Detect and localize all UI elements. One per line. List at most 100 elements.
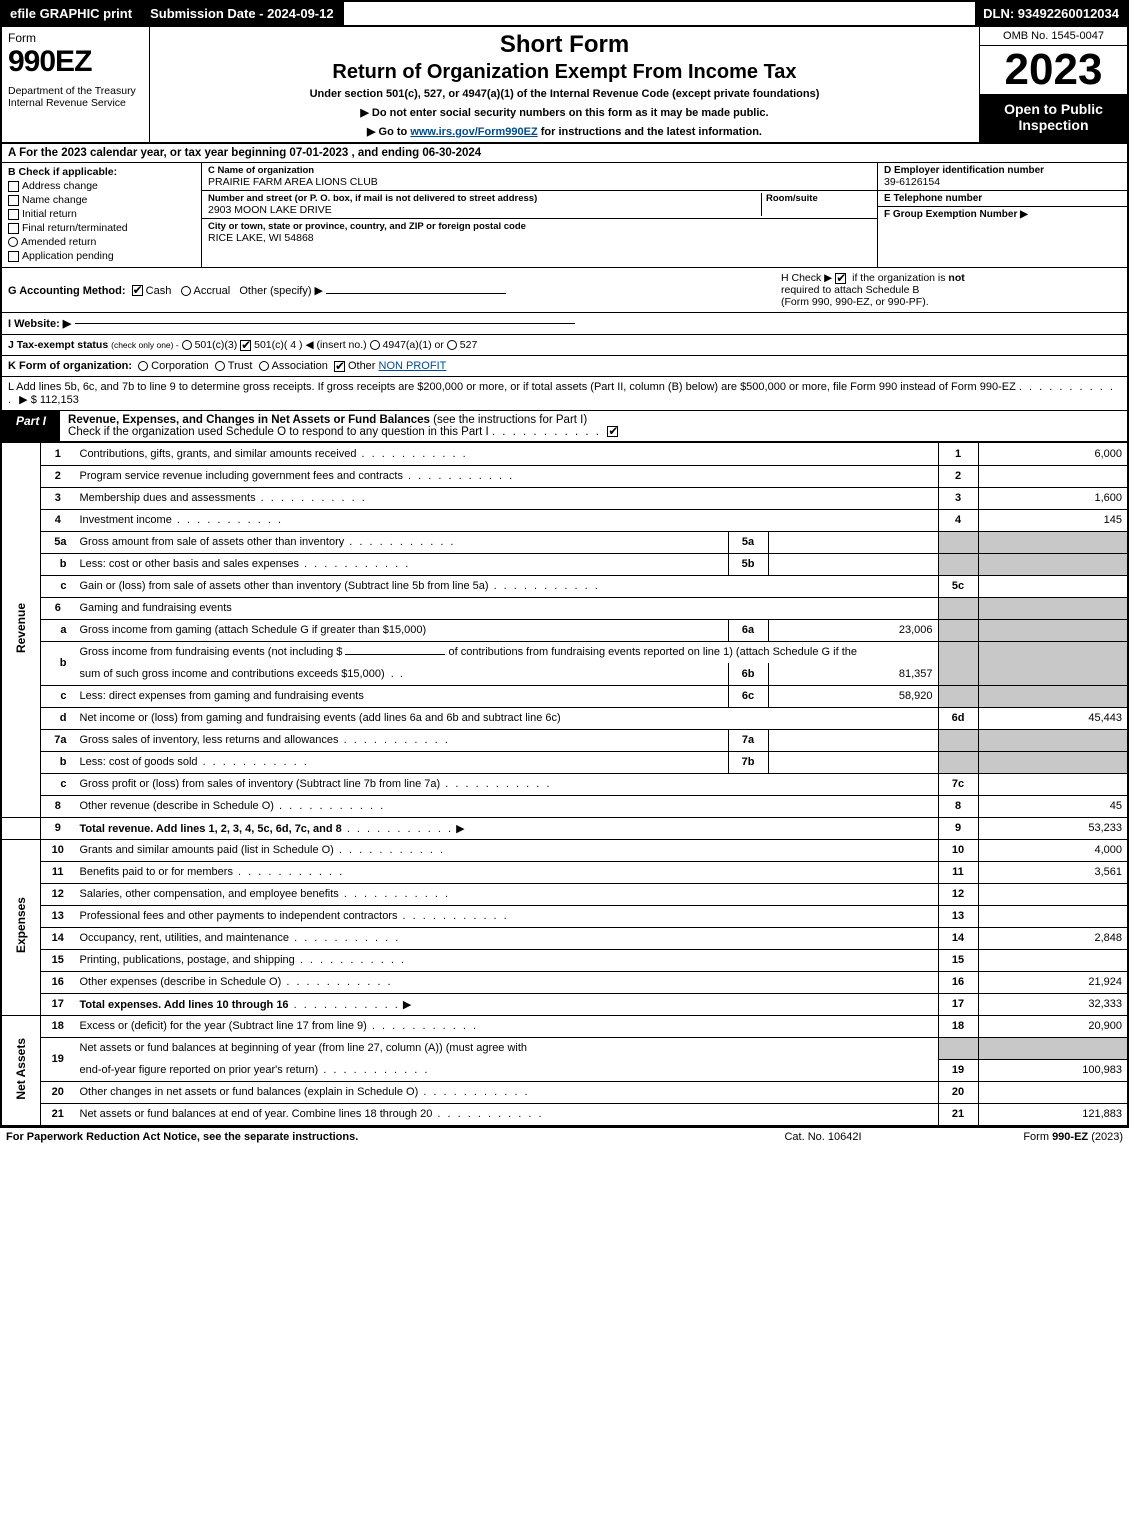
instr-link: ▶ Go to www.irs.gov/Form990EZ for instru…	[160, 125, 969, 138]
other-org-value: NON PROFIT	[379, 360, 447, 372]
row-i-website: I Website: ▶	[0, 312, 1129, 334]
form-word: Form	[8, 31, 143, 45]
line-9: 9 Total revenue. Add lines 1, 2, 3, 4, 5…	[1, 817, 1128, 839]
section-def: D Employer identification number 39-6126…	[877, 163, 1127, 267]
side-revenue: Revenue	[1, 443, 41, 817]
k-label: K Form of organization:	[8, 360, 132, 372]
line-7b: b Less: cost of goods sold 7b	[1, 751, 1128, 773]
g-label: G Accounting Method:	[8, 285, 126, 297]
part1-title: Revenue, Expenses, and Changes in Net As…	[60, 411, 1127, 441]
instr-post: for instructions and the latest informat…	[538, 126, 762, 138]
tax-year: 2023	[980, 46, 1127, 95]
open-inspection: Open to Public Inspection	[980, 95, 1127, 142]
line-19b: end-of-year figure reported on prior yea…	[1, 1059, 1128, 1081]
chk-trust[interactable]	[215, 361, 225, 371]
line-16: 16 Other expenses (describe in Schedule …	[1, 971, 1128, 993]
irs-link[interactable]: www.irs.gov/Form990EZ	[410, 126, 537, 138]
j-label: J Tax-exempt status	[8, 339, 108, 351]
line-2: 2 Program service revenue including gove…	[1, 465, 1128, 487]
accounting-method: G Accounting Method: Cash Accrual Other …	[8, 284, 781, 297]
omb-number: OMB No. 1545-0047	[980, 27, 1127, 46]
chk-cash[interactable]	[132, 285, 143, 296]
section-c: C Name of organization PRAIRIE FARM AREA…	[202, 163, 877, 267]
line-19a: 19 Net assets or fund balances at beginn…	[1, 1037, 1128, 1059]
footer-right: Form 990-EZ (2023)	[923, 1131, 1123, 1143]
other-specify: Other (specify) ▶	[239, 285, 323, 297]
line-5a: 5a Gross amount from sale of assets othe…	[1, 531, 1128, 553]
chk-other-org[interactable]	[334, 361, 345, 372]
street-cell: Number and street (or P. O. box, if mail…	[202, 191, 877, 219]
section-h: H Check ▶ if the organization is not req…	[781, 272, 1121, 308]
tel-label: E Telephone number	[884, 193, 1121, 204]
h-not: not	[948, 272, 964, 284]
chk-amended[interactable]: Amended return	[8, 236, 195, 248]
chk-501c3[interactable]	[182, 340, 192, 350]
footer-left: For Paperwork Reduction Act Notice, see …	[6, 1131, 723, 1143]
part1-note: (see the instructions for Part I)	[433, 414, 587, 426]
chk-501c[interactable]	[240, 340, 251, 351]
chk-schedule-o[interactable]	[607, 426, 618, 437]
irs: Internal Revenue Service	[8, 97, 143, 109]
chk-name-change[interactable]: Name change	[8, 194, 195, 206]
line-20: 20 Other changes in net assets or fund b…	[1, 1081, 1128, 1103]
submission-date: Submission Date - 2024-09-12	[140, 2, 344, 25]
city-label: City or town, state or province, country…	[208, 221, 871, 232]
header-right: OMB No. 1545-0047 2023 Open to Public In…	[979, 27, 1127, 142]
instr-ssn: ▶ Do not enter social security numbers o…	[160, 106, 969, 119]
line-6d: d Net income or (loss) from gaming and f…	[1, 707, 1128, 729]
chk-initial-return[interactable]: Initial return	[8, 208, 195, 220]
part1-tab: Part I	[2, 411, 60, 441]
l-amount: $ 112,153	[31, 394, 79, 406]
part1-check-line: Check if the organization used Schedule …	[68, 426, 489, 438]
other-line	[326, 293, 506, 294]
c-name-label: C Name of organization	[208, 165, 871, 176]
instr-pre: ▶ Go to	[367, 126, 410, 138]
chk-accrual[interactable]	[181, 286, 191, 296]
section-b: B Check if applicable: Address change Na…	[2, 163, 202, 267]
line-11: 11 Benefits paid to or for members 11 3,…	[1, 861, 1128, 883]
row-j-tax-exempt: J Tax-exempt status (check only one) - 5…	[0, 334, 1129, 355]
b-label: B Check if applicable:	[8, 166, 195, 178]
line-6a: a Gross income from gaming (attach Sched…	[1, 619, 1128, 641]
info-grid: B Check if applicable: Address change Na…	[0, 163, 1129, 267]
line-6c: c Less: direct expenses from gaming and …	[1, 685, 1128, 707]
chk-pending[interactable]: Application pending	[8, 250, 195, 262]
line-8: 8 Other revenue (describe in Schedule O)…	[1, 795, 1128, 817]
group-cell: F Group Exemption Number ▶	[878, 207, 1127, 267]
line-12: 12 Salaries, other compensation, and emp…	[1, 883, 1128, 905]
line-6b-1: b Gross income from fundraising events (…	[1, 641, 1128, 663]
city-value: RICE LAKE, WI 54868	[208, 232, 871, 244]
header-center: Short Form Return of Organization Exempt…	[150, 27, 979, 142]
chk-h[interactable]	[835, 273, 846, 284]
h-text2: if the organization is	[852, 272, 945, 284]
chk-527[interactable]	[447, 340, 457, 350]
line-7c: c Gross profit or (loss) from sales of i…	[1, 773, 1128, 795]
lines-table: Revenue 1 Contributions, gifts, grants, …	[0, 443, 1129, 1126]
line-6: 6 Gaming and fundraising events	[1, 597, 1128, 619]
title-return: Return of Organization Exempt From Incom…	[160, 61, 969, 84]
street-label: Number and street (or P. O. box, if mail…	[208, 193, 761, 204]
row-gh: G Accounting Method: Cash Accrual Other …	[0, 267, 1129, 312]
line-15: 15 Printing, publications, postage, and …	[1, 949, 1128, 971]
chk-final-return[interactable]: Final return/terminated	[8, 222, 195, 234]
ein-label: D Employer identification number	[884, 165, 1121, 176]
line-4: 4 Investment income 4 145	[1, 509, 1128, 531]
side-expenses: Expenses	[1, 839, 41, 1015]
j-note: (check only one) -	[111, 340, 179, 350]
h-text1: H Check ▶	[781, 272, 832, 284]
footer-center: Cat. No. 10642I	[723, 1131, 923, 1143]
line-5c: c Gain or (loss) from sale of assets oth…	[1, 575, 1128, 597]
city-cell: City or town, state or province, country…	[202, 219, 877, 246]
top-bar: efile GRAPHIC print Submission Date - 20…	[0, 0, 1129, 27]
title-short-form: Short Form	[160, 31, 969, 59]
line-3: 3 Membership dues and assessments 3 1,60…	[1, 487, 1128, 509]
chk-assoc[interactable]	[259, 361, 269, 371]
header-left: Form 990EZ Department of the Treasury In…	[2, 27, 150, 142]
line-14: 14 Occupancy, rent, utilities, and maint…	[1, 927, 1128, 949]
row-a-tax-year: A For the 2023 calendar year, or tax yea…	[0, 144, 1129, 163]
line-18: Net Assets 18 Excess or (deficit) for th…	[1, 1015, 1128, 1037]
line-17: 17 Total expenses. Add lines 10 through …	[1, 993, 1128, 1015]
chk-address-change[interactable]: Address change	[8, 180, 195, 192]
chk-4947[interactable]	[370, 340, 380, 350]
chk-corp[interactable]	[138, 361, 148, 371]
